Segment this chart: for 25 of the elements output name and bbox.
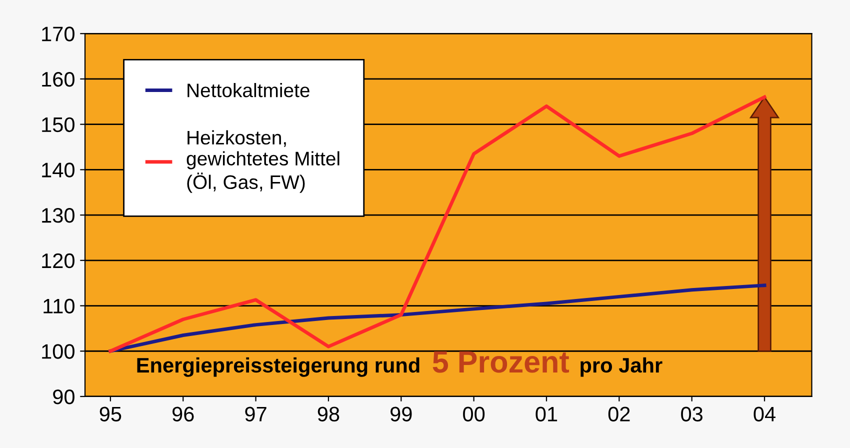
annotation: Energiepreissteigerung rund [137, 357, 420, 377]
x-tick-label: 96 [172, 406, 194, 422]
x-tick-label: 95 [100, 406, 122, 422]
x-tick-label: 01 [536, 406, 558, 422]
y-tick-label: 130 [42, 208, 74, 223]
y-tick-label: 140 [42, 162, 74, 178]
annotation: 5 Prozent [432, 351, 570, 373]
y-tick-label: 120 [42, 253, 74, 268]
x-tick-label: 02 [608, 406, 630, 422]
y-tick-label: 150 [42, 117, 74, 132]
y-tick-label: 170 [42, 26, 74, 42]
y-tick-label: 90 [53, 389, 74, 404]
x-tick-label: 98 [318, 406, 340, 422]
x-tick-label: 00 [463, 406, 485, 422]
y-tick-label: 160 [42, 72, 74, 87]
x-tick-label: 04 [754, 406, 776, 422]
line-series [108, 284, 766, 353]
legend-label: Heizkosten, gewichtetes Mittel (Öl, Gas, FW) [186, 130, 340, 193]
x-tick-label: 99 [390, 406, 412, 422]
y-tick-label: 100 [42, 344, 74, 359]
x-tick-label: 97 [245, 406, 266, 422]
y-tick-label: 110 [44, 298, 74, 314]
legend-label: Nettokaltmiete [188, 82, 310, 98]
x-tick-label: 03 [681, 406, 703, 422]
annotation: pro Jahr [580, 357, 662, 377]
